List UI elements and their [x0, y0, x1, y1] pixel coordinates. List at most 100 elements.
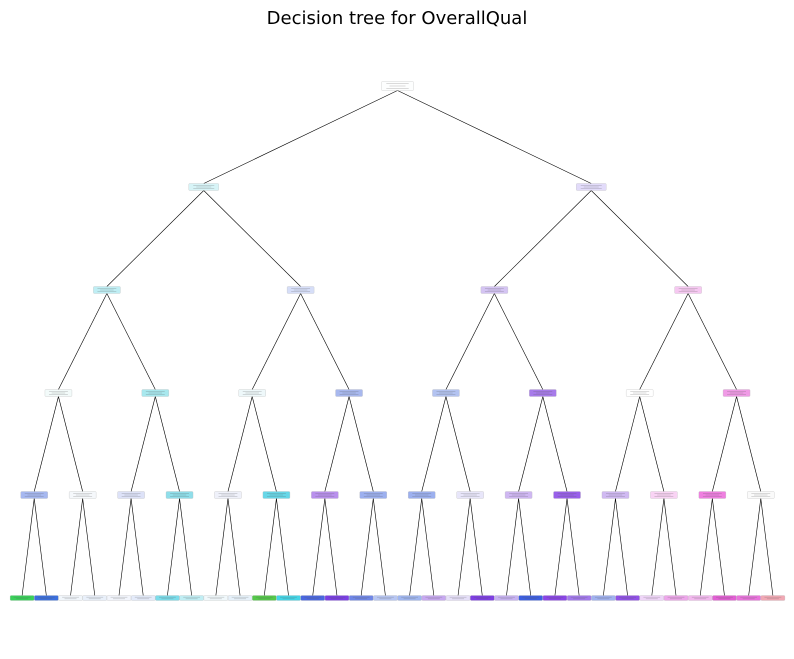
node-box: [203, 595, 229, 601]
tree-edge: [506, 498, 519, 596]
tree-edge: [203, 90, 398, 184]
tree-split-node: [722, 389, 751, 397]
node-box: [470, 595, 495, 601]
tree-edge: [360, 498, 374, 596]
tree-edge: [324, 498, 338, 596]
tree-edge: [712, 498, 725, 596]
node-box: [106, 595, 132, 601]
tree-edge: [469, 498, 483, 596]
tree-edge: [736, 396, 762, 492]
tree-split-node: [359, 491, 387, 499]
tree-leaf-node: [58, 595, 83, 601]
tree-edge: [58, 293, 108, 390]
tree-split-node: [432, 389, 460, 397]
tree-edge: [699, 498, 713, 596]
tree-edge: [33, 396, 59, 492]
node-box: [688, 595, 713, 601]
tree-leaf-node: [82, 595, 107, 601]
tree-leaf-node: [615, 595, 640, 601]
tree-edge: [167, 498, 180, 596]
node-box: [494, 595, 519, 601]
node-box: [518, 595, 543, 601]
tree-split-node: [504, 491, 533, 499]
tree-leaf-node: [470, 595, 495, 601]
tree-nodes: [9, 81, 786, 601]
tree-edge: [687, 293, 737, 390]
tree-leaf-node: [566, 595, 592, 601]
tree-leaf-node: [397, 595, 422, 601]
tree-edge: [70, 498, 83, 596]
tree-edge: [494, 190, 592, 287]
node-box: [663, 595, 689, 601]
tree-edge: [421, 396, 447, 492]
tree-leaf-node: [494, 595, 519, 601]
tree-edge: [21, 498, 35, 596]
node-box: [179, 595, 204, 601]
tree-edge: [106, 293, 156, 390]
tree-leaf-node: [324, 595, 350, 601]
node-box: [397, 595, 422, 601]
tree-split-node: [626, 389, 654, 397]
tree-split-node: [238, 389, 266, 397]
tree-leaf-node: [373, 595, 398, 601]
tree-edge: [409, 498, 423, 596]
tree-edge: [130, 396, 156, 492]
node-box: [155, 595, 180, 601]
tree-edge: [58, 396, 83, 492]
tree-split-node: [44, 389, 73, 397]
node-box: [58, 595, 83, 601]
tree-edge: [118, 498, 132, 596]
tree-edge: [651, 498, 665, 596]
tree-split-node: [480, 286, 509, 294]
tree-edge: [227, 498, 241, 596]
tree-split-node: [20, 491, 48, 499]
tree-leaf-node: [712, 595, 737, 601]
tree-edge: [324, 396, 350, 492]
tree-edge: [421, 498, 435, 596]
tree-edge: [457, 498, 471, 596]
node-box: [300, 595, 325, 601]
tree-leaf-node: [736, 595, 761, 601]
tree-split-node: [286, 286, 315, 294]
node-box: [421, 595, 446, 601]
tree-edge: [748, 498, 762, 596]
node-box: [736, 595, 761, 601]
tree-leaf-node: [203, 595, 229, 601]
tree-leaf-node: [421, 595, 446, 601]
node-box: [349, 595, 374, 601]
node-box: [9, 595, 35, 601]
tree-split-node: [408, 491, 436, 499]
tree-edge: [760, 498, 774, 596]
node-box: [227, 595, 253, 601]
tree-leaf-node: [179, 595, 204, 601]
tree-split-node: [529, 389, 557, 397]
tree-edge: [518, 498, 532, 596]
tree-leaf-node: [227, 595, 253, 601]
tree-edge: [518, 396, 544, 492]
tree-split-node: [188, 183, 219, 191]
tree-split-node: [93, 286, 121, 294]
page-title: Decision tree for OverallQual: [266, 8, 528, 29]
tree-leaf-node: [663, 595, 689, 601]
tree-edge: [603, 498, 616, 596]
tree-edge: [227, 396, 253, 492]
node-box: [542, 595, 568, 601]
tree-edge: [155, 396, 180, 492]
tree-split-node: [165, 491, 194, 499]
tree-edge: [542, 396, 568, 492]
tree-split-node: [601, 491, 630, 499]
node-box: [131, 595, 156, 601]
node-box: [276, 595, 301, 601]
tree-leaf-node: [131, 595, 156, 601]
tree-edge: [554, 498, 568, 596]
node-box: [373, 595, 398, 601]
tree-edges: [21, 90, 774, 596]
tree-edge: [312, 498, 326, 596]
tree-split-node: [141, 389, 169, 397]
tree-leaf-node: [591, 595, 616, 601]
tree-edge: [639, 293, 689, 390]
tree-edge: [179, 498, 192, 596]
node-box: [760, 595, 786, 601]
node-box: [445, 595, 471, 601]
tree-split-node: [262, 491, 291, 499]
